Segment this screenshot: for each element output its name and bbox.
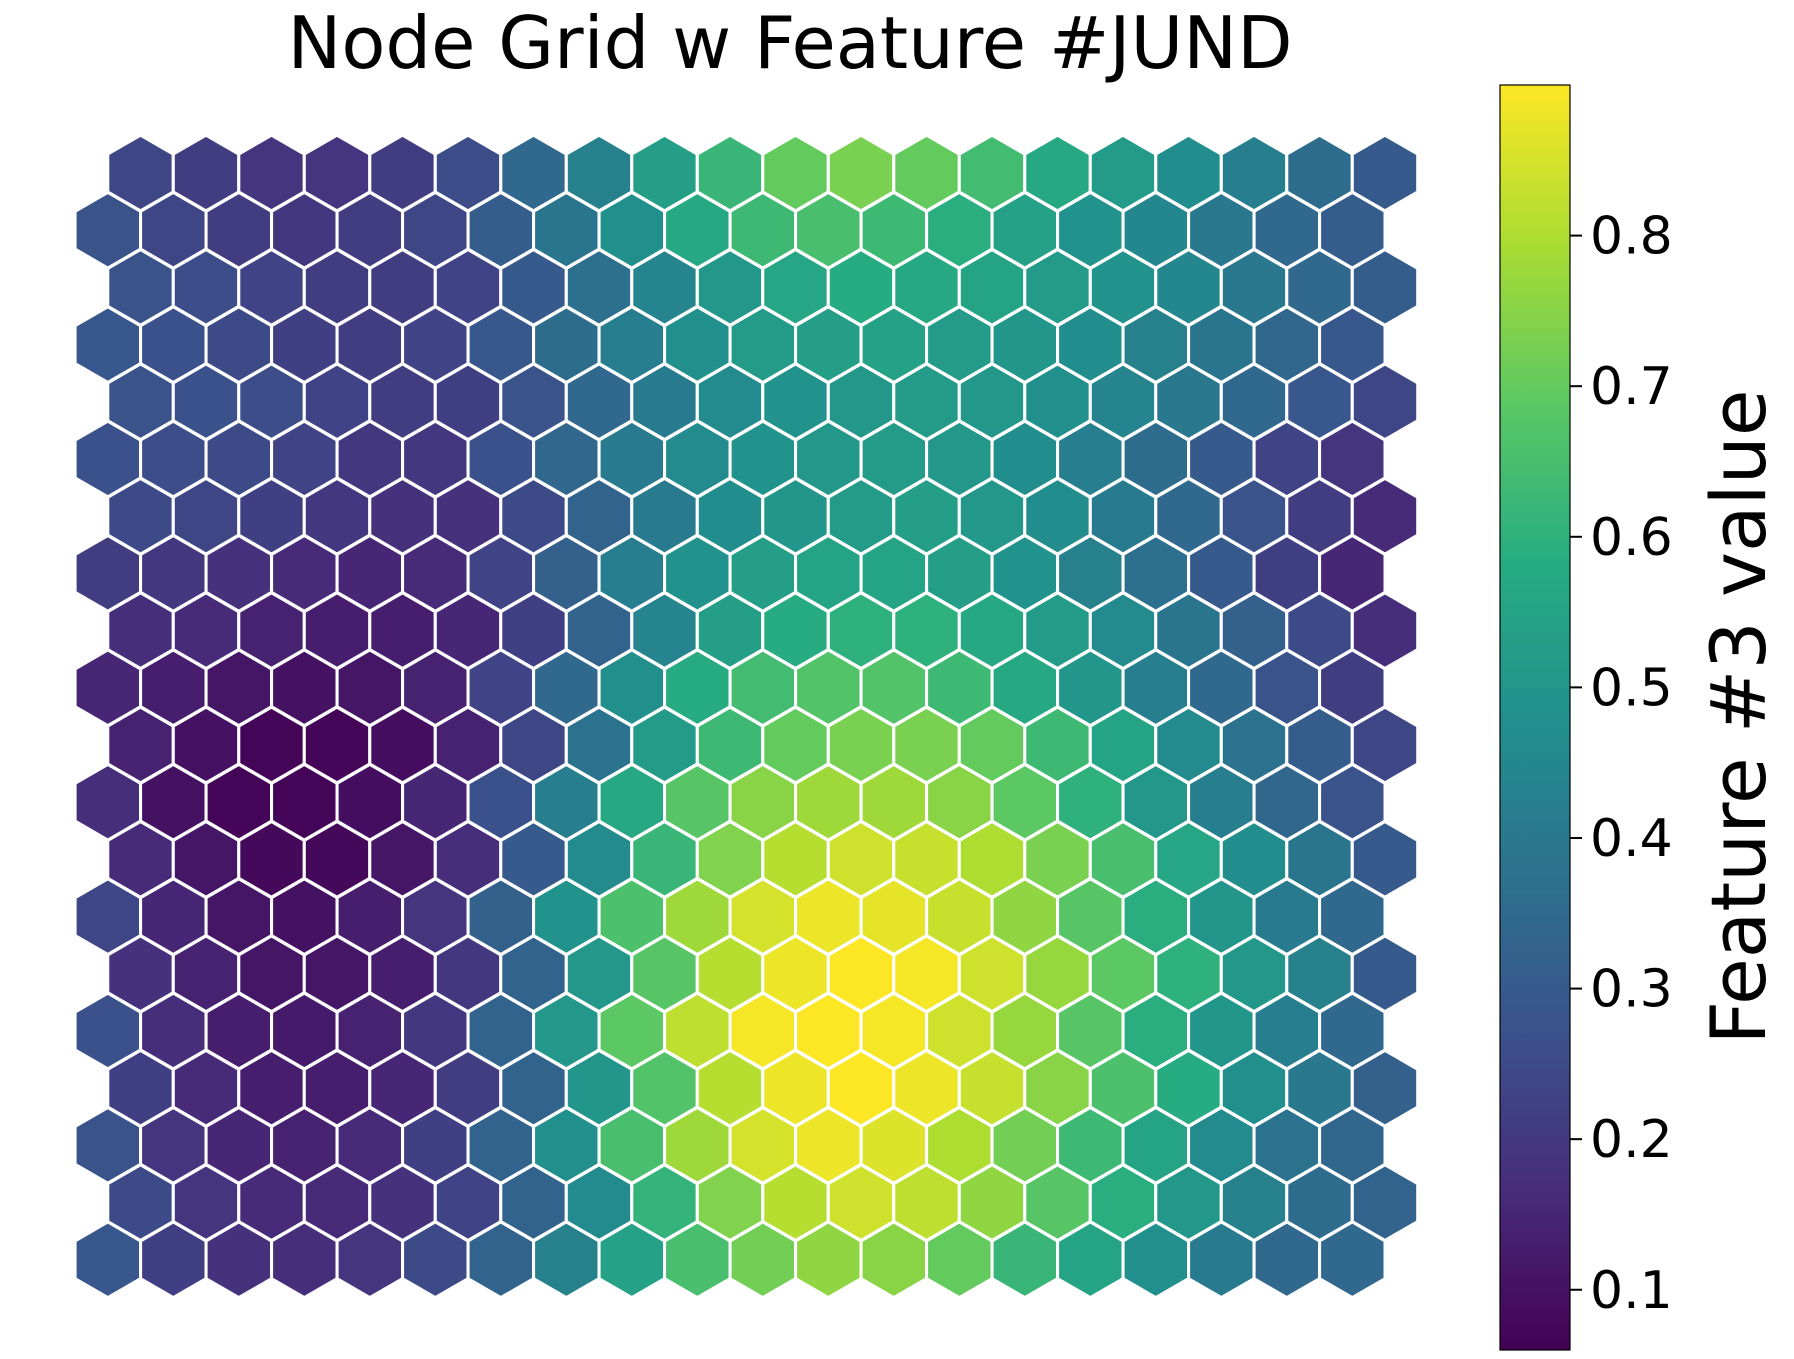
colorbar-tick-label: 0.2: [1590, 1110, 1673, 1170]
hex-cell: [1318, 1220, 1387, 1300]
colorbar-tick-label: 0.5: [1590, 658, 1673, 718]
colorbar-tick-label: 0.4: [1590, 809, 1673, 869]
chart-title: Node Grid w Feature #JUND: [287, 1, 1292, 85]
colorbar-tick-label: 0.8: [1590, 207, 1673, 267]
colorbar-tick-label: 0.1: [1590, 1261, 1673, 1321]
colorbar-ticks: 0.1 0.2 0.3 0.4 0.5 0.6 0.7 0.8: [1570, 207, 1673, 1321]
colorbar-tick-label: 0.6: [1590, 508, 1673, 568]
hex-grid: [73, 133, 1420, 1300]
colorbar-label: Feature #3 value: [1694, 389, 1783, 1044]
colorbar-tick-label: 0.3: [1590, 960, 1673, 1020]
colorbar: [1499, 84, 1571, 1351]
colorbar-tick-label: 0.7: [1590, 357, 1673, 417]
